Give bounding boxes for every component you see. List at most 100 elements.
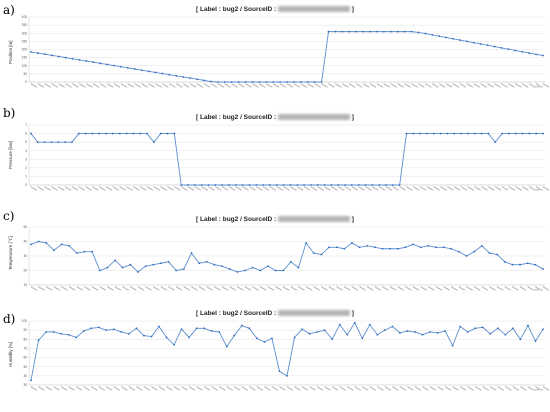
data-point [371,184,374,186]
x-tick-label [412,286,420,291]
panel-label: c) [3,209,15,223]
data-point [275,184,278,186]
x-tick-label [208,186,215,191]
x-tick-label [249,186,256,191]
x-tick-label [411,83,418,88]
x-tick-label [279,386,286,391]
x-tick-label [134,83,142,88]
x-tick-label [382,286,389,291]
data-point [126,66,129,69]
data-point [265,81,268,83]
x-tick-label [392,186,400,191]
data-point [112,328,115,331]
x-tick-label [385,186,393,191]
data-point [309,184,312,186]
x-tick-label [58,83,65,88]
x-tick-label [324,386,331,391]
x-tick-label [279,83,287,88]
x-tick-label [321,286,328,291]
x-tick-label [30,186,38,191]
data-point [67,333,70,336]
data-point [167,260,170,263]
x-tick-label [158,386,166,391]
x-tick-label [226,386,234,391]
data-point [221,184,224,186]
x-tick-label [241,386,249,391]
x-tick-label [151,386,158,391]
x-tick-label [355,83,363,88]
data-point [436,331,439,334]
data-point [272,81,275,83]
data-point [467,132,469,135]
y-tick-label: 30 [23,383,27,387]
x-tick-label [37,186,45,191]
data-point [255,184,258,186]
x-tick-label [221,186,229,191]
data-point [535,53,537,56]
series-line [30,321,544,381]
data-point [521,50,524,53]
data-point [527,324,529,327]
data-point [195,327,198,330]
chart-title: [ Label : bug2 / SourceID : ] [0,310,550,317]
x-tick-label [86,83,93,88]
data-point [404,246,407,249]
x-tick-label [371,186,379,191]
data-point [353,321,356,324]
x-tick-label [183,286,191,291]
x-tick-label [271,386,279,391]
x-tick-label [112,186,120,191]
x-tick-label [467,386,474,391]
y-tick-label: 80 [23,337,27,341]
data-point [289,260,292,263]
data-point [91,132,94,135]
y-tick-label: 2 [25,166,27,170]
x-tick-label [351,186,359,191]
chart-title-suffix: ] [350,6,354,13]
line-chart: 30 40 50 60 70 80 90 100 [22,319,550,391]
x-tick-label [182,83,190,88]
data-point [414,331,416,333]
x-tick-label [258,83,266,88]
x-tick-label [342,83,349,88]
x-tick-label [514,83,522,88]
data-point [248,184,251,186]
x-tick-label [374,286,382,291]
data-point [501,132,503,135]
data-point [236,271,239,273]
x-tick-label [90,386,98,391]
data-point [60,332,63,335]
data-point [328,246,330,249]
x-tick-label [275,286,282,291]
x-tick-label [444,386,452,391]
data-point [389,30,392,33]
data-point [251,81,254,83]
data-point [419,246,422,249]
data-point [521,132,524,135]
x-tick-label [515,186,522,191]
data-point [305,242,308,244]
x-tick-label [480,83,487,88]
x-tick-label [152,286,160,291]
data-point [214,184,217,186]
x-tick-label [174,186,181,191]
data-point [429,331,431,333]
x-tick-label [136,386,143,391]
data-point [207,184,210,186]
x-tick-label [335,83,342,88]
data-point [427,244,430,247]
data-point [144,265,147,268]
x-tick-label [397,83,404,88]
x-tick-label [252,286,259,291]
data-point [84,132,87,135]
data-point [244,269,246,272]
data-point [60,243,63,246]
y-tick-label: 6 [25,132,27,136]
data-point [459,39,461,41]
x-tick-label [361,386,369,391]
x-tick-label [38,386,45,391]
x-tick-label [218,386,226,391]
data-point [50,141,53,144]
data-point [316,184,319,186]
x-tick-label [121,386,128,391]
